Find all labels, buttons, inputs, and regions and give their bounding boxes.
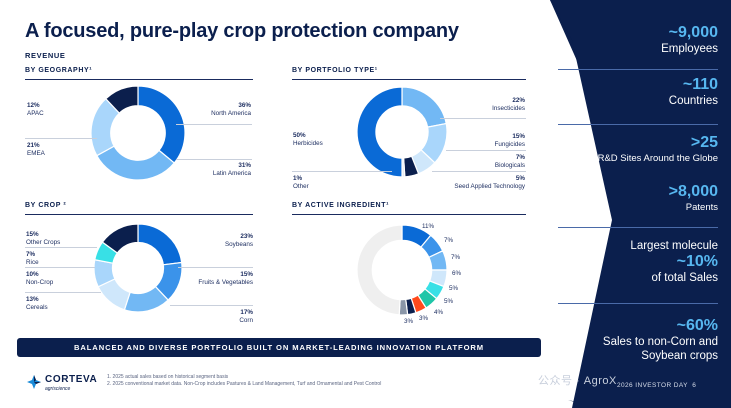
- portfolio-label-fungicides: 15% Fungicides: [494, 133, 525, 148]
- crop-leader-3: [25, 247, 97, 248]
- donut-slice-segment-10: [356, 224, 403, 316]
- port-leader-4: [292, 171, 392, 172]
- ai-label-8: 3%: [419, 315, 429, 322]
- geo-label-north-america: 36% North America: [211, 102, 251, 117]
- watermark: 公众号 · AgroX: [538, 375, 617, 387]
- crop-label-cereals: 13% Cereals: [26, 296, 48, 311]
- donut-slice-herbicides: [356, 86, 403, 178]
- crop-label-other-crops: 15% Other Crops: [26, 231, 61, 246]
- geo-label-latin-america: 31% Latin America: [212, 162, 251, 177]
- crop-leader-1: [178, 267, 253, 268]
- donut-slice-other-crops: [101, 223, 139, 254]
- stats-panel-background: [532, 0, 731, 408]
- donut-slice-soybeans: [137, 223, 183, 266]
- crop-label-corn: 17% Corn: [239, 309, 253, 324]
- crop-leader-2: [170, 305, 253, 306]
- crop-donut: [93, 223, 183, 313]
- ai-label-4: 6%: [452, 270, 462, 277]
- stat-patents: >8,000 Patents: [668, 183, 718, 213]
- logo-wordmark: CORTEVA: [45, 374, 98, 385]
- ai-label-2: 7%: [444, 237, 454, 244]
- ai-label-5: 5%: [449, 285, 459, 292]
- stat-rule-4: [558, 303, 718, 304]
- footnotes: 1. 2025 actual sales based on historical…: [107, 374, 381, 387]
- geography-rule: [25, 79, 253, 80]
- geography-donut: [90, 85, 186, 181]
- stat-employees: ~9,000 Employees: [661, 24, 718, 55]
- geo-label-apac: 12% APAC: [27, 102, 44, 117]
- geo-leader-2: [176, 159, 252, 160]
- ai-label-1: 11%: [422, 223, 435, 230]
- portfolio-label-other: 1% Other: [293, 175, 309, 190]
- geography-heading: BY GEOGRAPHY¹: [25, 67, 93, 74]
- active-ingredient-donut: [356, 224, 448, 316]
- footer-investor-day: 2026 INVESTOR DAY 6: [617, 382, 697, 389]
- port-leader-2: [446, 150, 526, 151]
- ai-label-9: 3%: [404, 318, 414, 325]
- geo-leader-1: [176, 124, 252, 125]
- crop-rule: [25, 214, 253, 215]
- stat-rule-1: [558, 69, 718, 70]
- portfolio-donut: [356, 86, 448, 178]
- portfolio-label-herbicides: 50% Herbicides: [293, 132, 323, 147]
- crop-label-rice: 7% Rice: [26, 251, 39, 266]
- stat-non-corn-sales: ~60% Sales to non-Corn and Soybean crops: [602, 317, 718, 362]
- portfolio-label-insecticides: 22% Insecticides: [492, 97, 525, 112]
- crop-label-non-crop: 10% Non-Crop: [26, 271, 54, 286]
- port-leader-3: [432, 171, 526, 172]
- portfolio-rule: [292, 79, 526, 80]
- corteva-logo: CORTEVA agriscience: [26, 373, 98, 397]
- corteva-logo-icon: [27, 375, 41, 389]
- logo-subtitle: agriscience: [45, 386, 71, 392]
- ai-label-7: 4%: [434, 309, 444, 316]
- stat-countries: ~110 Countries: [668, 76, 718, 107]
- crop-heading: BY CROP ²: [25, 202, 67, 209]
- crop-leader-4: [25, 267, 95, 268]
- stat-rule-2: [558, 124, 718, 125]
- crop-leader-5: [25, 292, 101, 293]
- stats-panel: [532, 0, 731, 408]
- geo-leader-3: [25, 138, 97, 139]
- portfolio-label-biologicals: 7% Biologicals: [494, 154, 525, 169]
- portfolio-label-seed-applied: 5% Seed Applied Technology: [454, 175, 525, 190]
- donut-slice-apac: [104, 85, 139, 114]
- crop-label-fruits-vegetables: 15% Fruits & Vegetables: [198, 271, 253, 286]
- footnote-2: 2. 2025 conventional market data. Non-Cr…: [107, 380, 382, 387]
- ai-label-6: 5%: [444, 298, 454, 305]
- page-number: 6: [692, 382, 697, 389]
- stat-rule-3: [558, 227, 718, 228]
- active-ingredient-rule: [292, 214, 526, 215]
- stat-rnd-sites: >25 R&D Sites Around the Globe: [597, 134, 718, 164]
- geo-label-emea: 21% EMEA: [27, 142, 45, 157]
- port-leader-1: [440, 118, 526, 119]
- donut-slice-insecticides: [401, 86, 447, 128]
- page-title: A focused, pure-play crop protection com…: [25, 20, 459, 42]
- portfolio-banner: BALANCED AND DIVERSE PORTFOLIO BUILT ON …: [17, 338, 541, 357]
- stat-largest-molecule: Largest molecule ~10% of total Sales: [630, 240, 718, 284]
- revenue-label: REVENUE: [25, 51, 66, 60]
- footnote-1: 1. 2025 actual sales based on historical…: [107, 374, 229, 380]
- crop-label-soybeans: 23% Soybeans: [224, 233, 253, 248]
- active-ingredient-heading: BY ACTIVE INGREDIENT¹: [292, 202, 389, 209]
- ai-label-3: 7%: [451, 254, 461, 261]
- portfolio-heading: BY PORTFOLIO TYPE¹: [292, 67, 378, 74]
